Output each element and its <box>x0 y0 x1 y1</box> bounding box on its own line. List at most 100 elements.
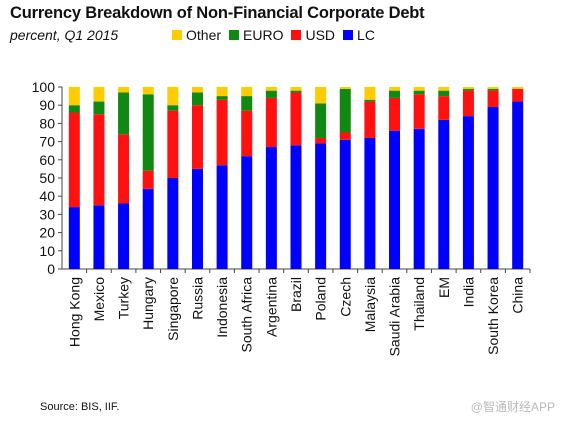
x-tick-label: Thailand <box>411 277 427 331</box>
y-tick-label: 90 <box>39 97 55 113</box>
bar-segment-other <box>290 87 302 91</box>
x-tick-label: Saudi Arabia <box>387 277 403 357</box>
legend-swatch <box>343 30 354 40</box>
stacked-bar-chart: 0 10 20 30 40 50 60 70 80 90 100 Hong Kong Mexico Tur… <box>32 79 531 357</box>
bar-segment-lc <box>118 203 130 269</box>
bar-segment-usd <box>216 99 228 166</box>
legend-label: Other <box>186 27 222 43</box>
bar-segment-other <box>93 87 105 102</box>
bar-segment-usd <box>191 105 203 169</box>
bar-segment-usd <box>93 114 105 206</box>
bar-segment-usd <box>339 132 351 140</box>
legend-label: LC <box>357 27 375 43</box>
legend-item-usd: USD <box>291 27 335 43</box>
legend-label: USD <box>305 27 336 43</box>
bar-segment-other <box>487 87 499 89</box>
bar-segment-other <box>241 87 253 97</box>
bar-group-indonesia <box>216 87 228 269</box>
bar-segment-euro <box>167 105 179 111</box>
bar-segment-euro <box>389 90 401 98</box>
bar-segment-usd <box>487 90 499 108</box>
bar-group-saudi-arabia <box>389 87 401 269</box>
bar-segment-usd <box>364 101 376 138</box>
y-tick-label: 10 <box>39 243 55 259</box>
legend-label: EURO <box>243 27 284 43</box>
bar-group-turkey <box>118 87 130 269</box>
legend-swatch <box>291 30 302 40</box>
x-tick-label: Mexico <box>91 277 107 322</box>
bar-group-argentina <box>265 87 277 269</box>
x-tick-label: South Africa <box>239 277 255 353</box>
bar-segment-usd <box>438 96 450 120</box>
bar-segment-other <box>142 87 154 95</box>
chart-title: Currency Breakdown of Non-Financial Corp… <box>10 4 425 22</box>
chart-subtitle: percent, Q1 2015 <box>10 27 119 43</box>
bar-segment-lc <box>216 165 228 269</box>
x-tick-label: Brazil <box>288 277 304 312</box>
bar-group-hong-kong <box>68 87 80 269</box>
bar-group-czech <box>339 87 351 269</box>
bar-segment-euro <box>290 90 302 93</box>
x-tick-label: Indonesia <box>214 277 230 338</box>
bar-segment-lc <box>167 178 179 269</box>
bar-segment-other <box>118 87 130 93</box>
bar-segment-euro <box>413 90 425 95</box>
y-tick-label: 60 <box>39 152 55 168</box>
bar-segment-lc <box>93 205 105 269</box>
bar-segment-other <box>462 87 474 89</box>
y-tick-label: 50 <box>39 170 55 186</box>
x-tick-label: Hong Kong <box>66 277 82 347</box>
y-tick-label: 70 <box>39 134 55 150</box>
bar-segment-euro <box>462 88 474 91</box>
bar-group-south-korea <box>487 87 499 270</box>
x-tick-label: EM <box>436 277 452 298</box>
bar-segment-euro <box>93 101 105 115</box>
bar-segment-lc <box>413 128 425 269</box>
bar-group-em <box>438 87 450 269</box>
legend-item-lc: LC <box>343 27 375 43</box>
bar-segment-lc <box>339 139 351 269</box>
bar-segment-lc <box>389 130 401 269</box>
source-note: Source: BIS, IIF. <box>40 401 120 413</box>
bar-segment-lc <box>315 143 327 269</box>
bar-group-poland <box>315 87 327 269</box>
legend-swatch <box>172 30 182 40</box>
bar-segment-lc <box>364 137 376 269</box>
x-tick-label: Russia <box>189 277 205 320</box>
x-tick-label: China <box>510 277 526 314</box>
bar-segment-usd <box>265 97 277 148</box>
y-tick-label: 80 <box>39 115 55 131</box>
bar-segment-euro <box>118 92 130 135</box>
y-tick-label: 100 <box>32 79 56 95</box>
chart-legend: Other EURO USD LC <box>172 27 383 43</box>
x-tick-label: Hungary <box>140 277 156 330</box>
bar-segment-lc <box>265 147 277 269</box>
bar-group-india <box>462 87 474 270</box>
bar-segment-usd <box>118 134 130 204</box>
bar-segment-euro <box>241 96 253 111</box>
y-tick-label: 40 <box>39 188 55 204</box>
bar-segment-other <box>413 87 425 91</box>
legend-item-other: Other <box>172 27 221 43</box>
x-tick-label: South Korea <box>485 277 501 355</box>
bar-segment-lc <box>462 116 474 270</box>
bar-segment-usd <box>167 110 179 178</box>
bar-segment-other <box>389 87 401 91</box>
bar-segment-lc <box>512 101 524 269</box>
bar-segment-euro <box>364 99 376 102</box>
bar-segment-lc <box>68 207 80 269</box>
bar-segment-lc <box>241 156 253 269</box>
legend-item-euro: EURO <box>229 27 283 43</box>
bar-segment-usd <box>389 97 401 131</box>
y-tick-label: 30 <box>39 206 55 222</box>
bar-segment-lc <box>487 107 499 270</box>
y-tick-label: 0 <box>47 261 55 277</box>
bar-segment-usd <box>462 90 474 117</box>
bar-group-hungary <box>142 87 154 269</box>
bar-segment-usd <box>142 170 154 189</box>
bar-segment-other <box>339 87 351 89</box>
bar-group-singapore <box>167 87 179 269</box>
bar-segment-usd <box>290 92 302 146</box>
bar-group-china <box>512 87 524 269</box>
bar-segment-other <box>512 87 524 89</box>
